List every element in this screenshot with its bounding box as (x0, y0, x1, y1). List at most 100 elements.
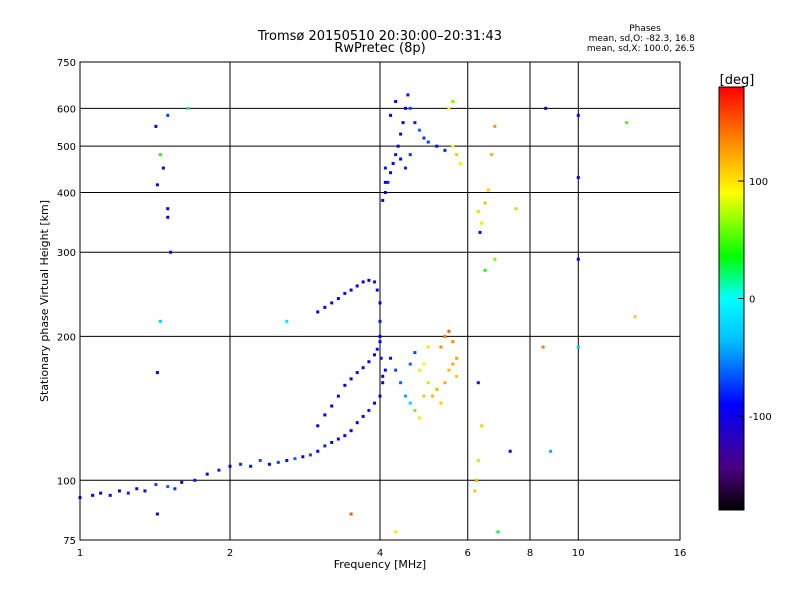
data-point (91, 493, 95, 497)
data-point (367, 408, 371, 412)
data-point (330, 301, 334, 305)
data-point (158, 153, 162, 157)
data-point (383, 166, 387, 170)
plot-frame (79, 61, 681, 541)
data-point (378, 340, 382, 344)
data-point (135, 487, 139, 491)
data-point (544, 106, 548, 110)
data-point (422, 136, 426, 140)
data-point (480, 424, 484, 428)
data-point (367, 360, 371, 364)
data-point (378, 301, 382, 305)
data-point (381, 374, 385, 378)
chart-subtitle: RwPretec (8p) (334, 41, 425, 56)
chart-title: Tromsø 20150510 20:30:00–20:31:43 (257, 29, 502, 44)
data-point (576, 345, 580, 349)
y-axis-ticks: 75 100 200 300 400 500 600 750 (57, 58, 76, 547)
data-point (422, 362, 426, 366)
data-point (336, 394, 340, 398)
data-point (486, 188, 490, 192)
data-point (549, 449, 553, 453)
data-point (336, 297, 340, 301)
data-point (143, 489, 147, 493)
data-point (276, 460, 280, 464)
data-point (349, 377, 353, 381)
data-point (476, 210, 480, 214)
data-point (493, 124, 497, 128)
data-point (473, 489, 477, 493)
y-tick-label: 200 (57, 332, 76, 343)
data-point (490, 153, 494, 157)
data-point (426, 381, 430, 385)
stats-line-x: mean, sd,X: 100.0, 26.5 (587, 44, 695, 54)
data-point (399, 381, 403, 385)
data-point (267, 462, 271, 466)
y-tick-label: 100 (57, 476, 76, 487)
data-point (186, 106, 190, 110)
data-point (514, 207, 518, 211)
data-point (379, 356, 383, 360)
data-point (576, 175, 580, 179)
data-point (417, 128, 421, 132)
data-point (389, 356, 393, 360)
x-tick-label: 4 (377, 548, 383, 559)
data-point (349, 429, 353, 433)
colorbar-tick-label: -100 (749, 412, 772, 423)
data-point (508, 449, 512, 453)
data-point (258, 458, 262, 462)
data-point (447, 368, 451, 372)
data-point (205, 472, 209, 476)
data-point (383, 190, 387, 194)
data-point (316, 424, 320, 428)
data-point (451, 340, 455, 344)
y-tick-label: 400 (57, 188, 76, 199)
data-point (394, 530, 398, 534)
data-point (401, 121, 405, 125)
data-point (180, 480, 184, 484)
data-point (173, 487, 177, 491)
colorbar-label: [deg] (720, 73, 755, 88)
data-point (355, 371, 359, 375)
data-point (285, 319, 289, 323)
data-point (541, 345, 545, 349)
data-point (228, 464, 232, 468)
data-point (161, 166, 165, 170)
x-tick-label: 6 (465, 548, 471, 559)
data-point (447, 329, 451, 333)
data-point (422, 394, 426, 398)
data-point (408, 106, 412, 110)
y-tick-label: 750 (57, 58, 76, 69)
data-point (451, 100, 455, 104)
data-point (375, 347, 379, 351)
data-point (169, 250, 173, 254)
data-point (375, 288, 379, 292)
data-point (383, 180, 387, 184)
data-point (403, 394, 407, 398)
data-point (154, 124, 158, 128)
y-tick-label: 500 (57, 142, 76, 153)
data-point (443, 148, 447, 152)
data-point (239, 462, 243, 466)
data-point (343, 383, 347, 387)
data-point (343, 434, 347, 438)
x-tick-label: 1 (77, 548, 83, 559)
data-point (108, 493, 112, 497)
data-point (451, 362, 455, 366)
data-point (399, 157, 403, 161)
data-point (373, 353, 377, 357)
data-point (217, 468, 221, 472)
data-point (403, 106, 407, 110)
data-point (447, 106, 451, 110)
data-point (378, 334, 382, 338)
data-point (431, 394, 435, 398)
data-point (373, 280, 377, 284)
colorbar-tick-label: 100 (749, 177, 768, 188)
data-point (355, 421, 359, 425)
data-point (316, 310, 320, 314)
data-point (155, 512, 159, 516)
data-point (394, 100, 398, 104)
data-point (389, 171, 393, 175)
x-axis-ticks: 1 2 4 6 8 10 16 (77, 548, 687, 559)
